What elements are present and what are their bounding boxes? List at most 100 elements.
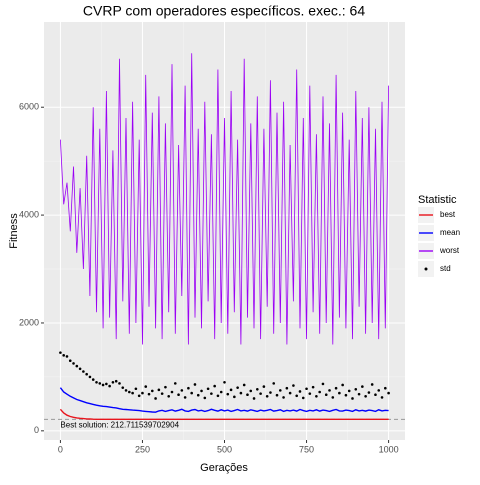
- std-point: [275, 393, 279, 397]
- std-point: [213, 384, 216, 388]
- std-point: [91, 378, 95, 381]
- std-point: [206, 387, 210, 391]
- std-point: [144, 385, 148, 388]
- std-point: [105, 382, 108, 386]
- std-point: [196, 393, 200, 397]
- std-point: [200, 389, 203, 393]
- std-point: [210, 392, 213, 395]
- std-point: [344, 393, 348, 397]
- std-point: [219, 390, 223, 394]
- x-tick-label: 750: [299, 444, 314, 454]
- std-point: [111, 380, 115, 384]
- y-tick-label: 4000: [19, 209, 39, 219]
- std-point: [134, 387, 138, 391]
- legend-label: best: [440, 210, 456, 219]
- std-point: [193, 383, 197, 386]
- std-point: [190, 391, 193, 395]
- std-point: [101, 383, 105, 387]
- series-line: [59, 408, 389, 420]
- std-point: [216, 394, 220, 398]
- std-point: [229, 388, 233, 392]
- std-point: [334, 386, 338, 390]
- std-point: [292, 384, 295, 387]
- std-point: [203, 396, 207, 400]
- std-point: [72, 362, 75, 365]
- std-point: [249, 389, 253, 393]
- std-point: [180, 389, 184, 392]
- std-point: [118, 382, 121, 385]
- std-point: [121, 386, 125, 389]
- std-point: [351, 397, 354, 400]
- std-point: [341, 383, 344, 387]
- legend-label: mean: [440, 228, 460, 237]
- std-point: [285, 386, 289, 390]
- std-point: [85, 372, 88, 376]
- std-point: [233, 395, 236, 399]
- std-point: [387, 391, 390, 395]
- std-point: [177, 393, 180, 396]
- std-point: [377, 389, 381, 392]
- std-point: [59, 351, 62, 354]
- std-point: [252, 397, 256, 400]
- std-point: [151, 389, 154, 393]
- std-point: [324, 393, 328, 396]
- std-point: [259, 392, 262, 395]
- legend-label: std: [440, 264, 451, 273]
- legend-symbol: [424, 267, 428, 271]
- std-point: [269, 391, 272, 394]
- std-point: [278, 389, 282, 392]
- std-point: [315, 395, 318, 398]
- std-point: [170, 390, 174, 394]
- series-line: [60, 53, 389, 345]
- std-point: [82, 370, 85, 373]
- std-point: [256, 388, 259, 391]
- x-tick-label: 500: [217, 444, 232, 454]
- std-point: [114, 379, 118, 383]
- std-point: [380, 396, 384, 399]
- std-point: [131, 391, 134, 395]
- std-point: [154, 397, 157, 400]
- std-point: [364, 395, 367, 398]
- std-point: [183, 396, 187, 399]
- std-point: [301, 396, 305, 400]
- std-point: [95, 380, 98, 384]
- std-point: [328, 389, 331, 392]
- std-point: [318, 390, 321, 394]
- std-point: [164, 385, 167, 389]
- std-point: [361, 385, 364, 388]
- std-point: [65, 355, 69, 358]
- std-point: [160, 392, 164, 395]
- std-point: [262, 385, 266, 388]
- std-point: [78, 367, 82, 371]
- std-point: [374, 393, 377, 396]
- std-point: [265, 395, 269, 398]
- y-tick-label: 0: [34, 425, 39, 435]
- y-tick-label: 2000: [19, 317, 39, 327]
- chart-title: CVRP com operadores específicos. exec.: …: [83, 3, 365, 19]
- std-point: [384, 386, 387, 390]
- legend-label: worst: [439, 246, 460, 255]
- y-tick-label: 6000: [19, 102, 39, 112]
- std-point: [167, 395, 171, 398]
- x-tick-label: 0: [58, 444, 63, 454]
- std-point: [272, 382, 276, 385]
- std-point: [357, 392, 361, 396]
- std-point: [147, 392, 151, 396]
- std-point: [223, 380, 226, 384]
- std-point: [347, 389, 351, 393]
- std-point: [367, 391, 371, 394]
- std-point: [311, 385, 315, 389]
- std-point: [295, 394, 299, 398]
- std-point: [236, 386, 239, 389]
- std-point: [98, 382, 102, 385]
- std-point: [173, 382, 177, 385]
- std-point: [305, 387, 308, 391]
- std-point: [141, 391, 144, 395]
- legend-title: Statistic: [418, 194, 457, 206]
- x-tick-label: 250: [135, 444, 150, 454]
- x-axis-label: Gerações: [200, 462, 248, 474]
- series-line: [59, 387, 389, 413]
- std-point: [124, 389, 128, 392]
- x-tick-label: 1000: [379, 444, 399, 454]
